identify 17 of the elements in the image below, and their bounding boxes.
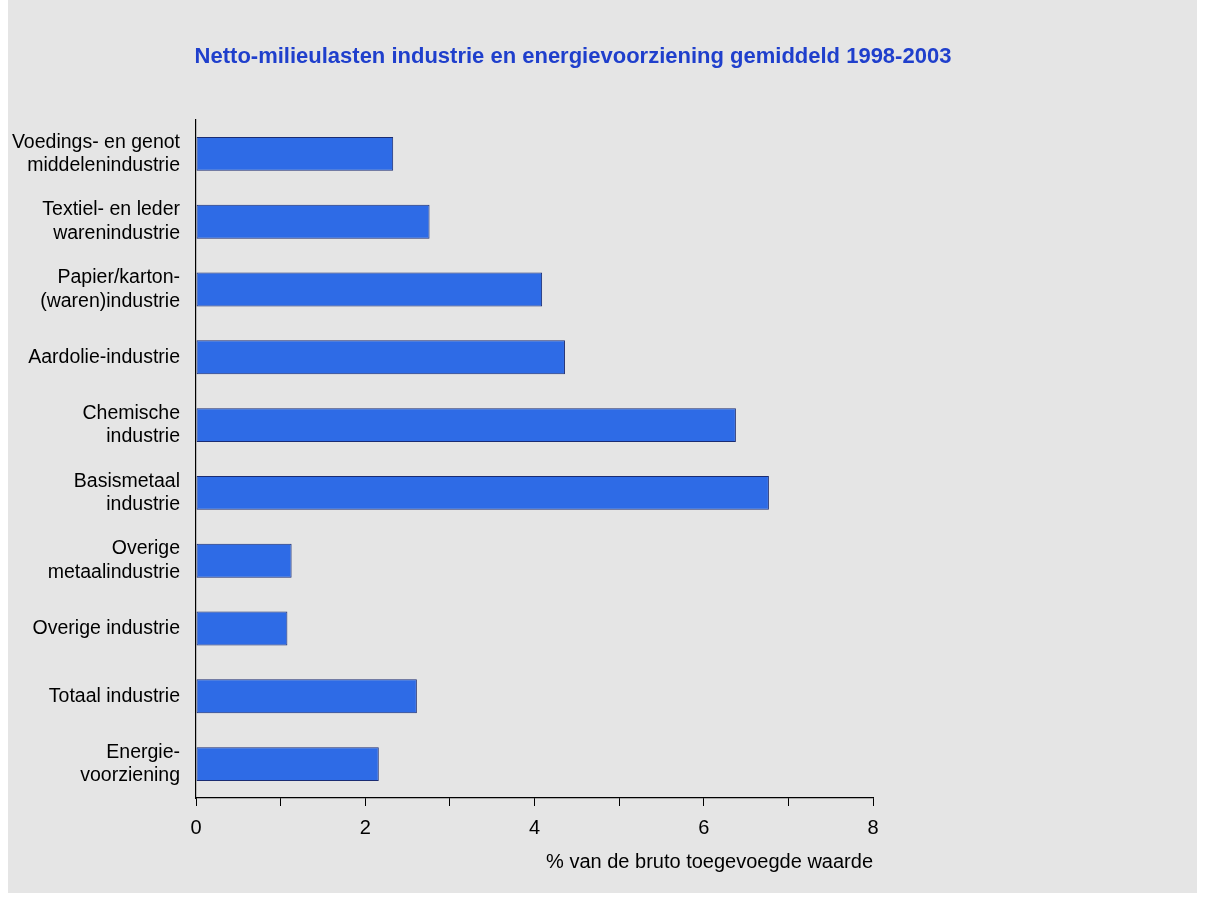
x-tick-label: 8: [867, 815, 879, 838]
y-tick-label: Aardolie-industrie: [28, 344, 180, 367]
y-tick-label: Overige metaalindustrie: [47, 536, 180, 582]
y-tick-label: Basismetaal industrie: [73, 468, 180, 514]
y-tick-label: Papier/karton- (waren)industrie: [40, 265, 180, 311]
y-tick-label: Chemische industrie: [82, 400, 180, 447]
y-tick-label: Textiel- en leder warenindustrie: [42, 197, 181, 243]
x-tick-label: 2: [359, 815, 371, 838]
x-tick-label: 4: [528, 815, 541, 838]
y-tick-label: Overige industrie: [32, 615, 180, 638]
chart-title: Netto-milieulasten industrie en energievoorziening gemiddeld 1998-2003: [193, 43, 953, 69]
x-axis-title: % van de bruto toegevoegde waarde: [546, 849, 873, 872]
x-tick-label: 0: [190, 815, 202, 838]
y-tick-label: Voedings- en genot middelenindustrie: [11, 129, 181, 175]
x-tick-label: 6: [698, 815, 710, 838]
y-tick-label: Totaal industrie: [48, 683, 180, 706]
y-tick-label: Energie- voorziening: [80, 739, 180, 786]
